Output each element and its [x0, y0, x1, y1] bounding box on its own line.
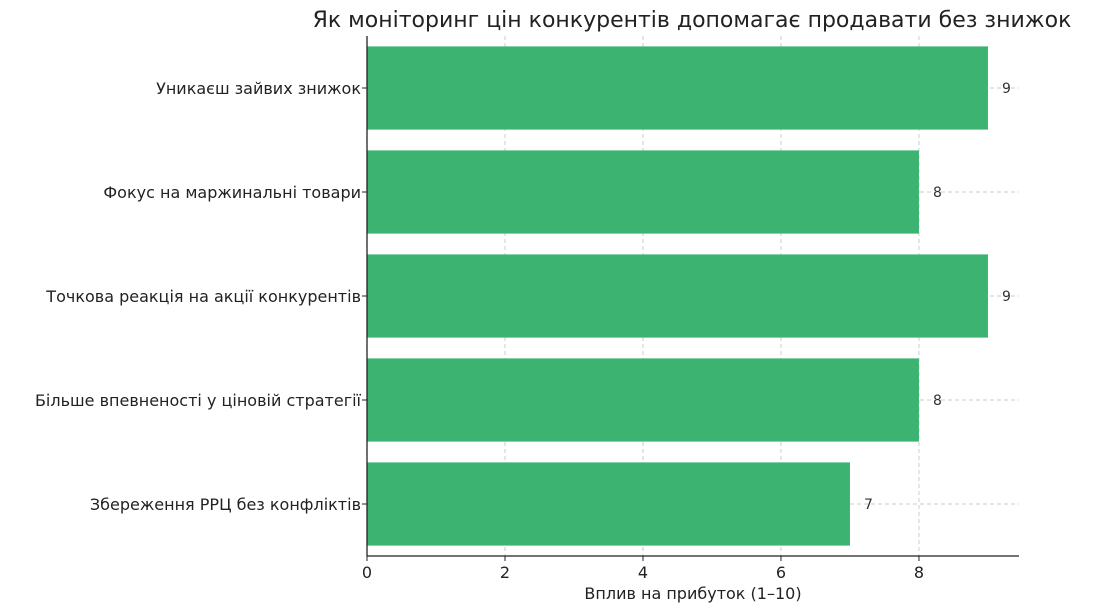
- value-label: 8: [933, 185, 942, 201]
- value-label: 8: [933, 393, 942, 409]
- category-label: Фокус на маржинальні товари: [103, 183, 361, 202]
- value-labels: 9 8 9 8 7: [864, 81, 1011, 513]
- category-label: Точкова реакція на акції конкурентів: [45, 287, 361, 306]
- x-axis-label: Вплив на прибуток (1–10): [584, 584, 801, 603]
- category-labels: Уникаєш зайвих знижок Фокус на маржинальн…: [35, 79, 362, 514]
- bars: [367, 46, 988, 546]
- x-tick-label: 6: [776, 563, 786, 582]
- bar: [367, 150, 919, 234]
- x-tick-label: 4: [638, 563, 648, 582]
- axes: [366, 36, 1019, 557]
- category-label: Уникаєш зайвих знижок: [156, 79, 361, 98]
- bar: [367, 358, 919, 442]
- bar: [367, 46, 988, 130]
- chart-title: Як моніторинг цін конкурентів допомагає …: [313, 8, 1072, 33]
- x-tick-labels: 0 2 4 6 8: [362, 563, 924, 582]
- category-label: Більше впевненості у ціновій стратегії: [35, 391, 362, 410]
- x-tick-label: 2: [500, 563, 510, 582]
- value-label: 9: [1002, 81, 1011, 97]
- bar: [367, 462, 850, 546]
- x-tick-label: 0: [362, 563, 372, 582]
- bar: [367, 254, 988, 338]
- value-label: 7: [864, 497, 873, 513]
- value-label: 9: [1002, 289, 1011, 305]
- category-label: Збереження РРЦ без конфліктів: [90, 495, 361, 514]
- x-tick-label: 8: [914, 563, 924, 582]
